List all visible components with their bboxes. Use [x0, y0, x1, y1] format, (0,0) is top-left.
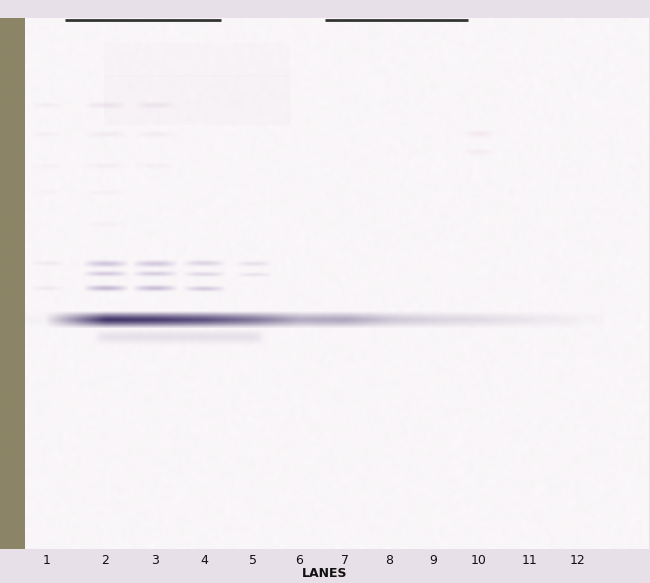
Text: 7: 7 — [341, 554, 348, 567]
Text: 9: 9 — [430, 554, 437, 567]
Text: LANES: LANES — [302, 567, 348, 580]
Text: 11: 11 — [522, 554, 538, 567]
Text: 12: 12 — [569, 554, 585, 567]
Text: 5: 5 — [250, 554, 257, 567]
Text: 4: 4 — [200, 554, 208, 567]
Text: 2: 2 — [101, 554, 109, 567]
Text: 8: 8 — [385, 554, 393, 567]
Text: 1: 1 — [43, 554, 51, 567]
Text: 3: 3 — [151, 554, 159, 567]
Text: 10: 10 — [471, 554, 487, 567]
Text: 6: 6 — [295, 554, 303, 567]
